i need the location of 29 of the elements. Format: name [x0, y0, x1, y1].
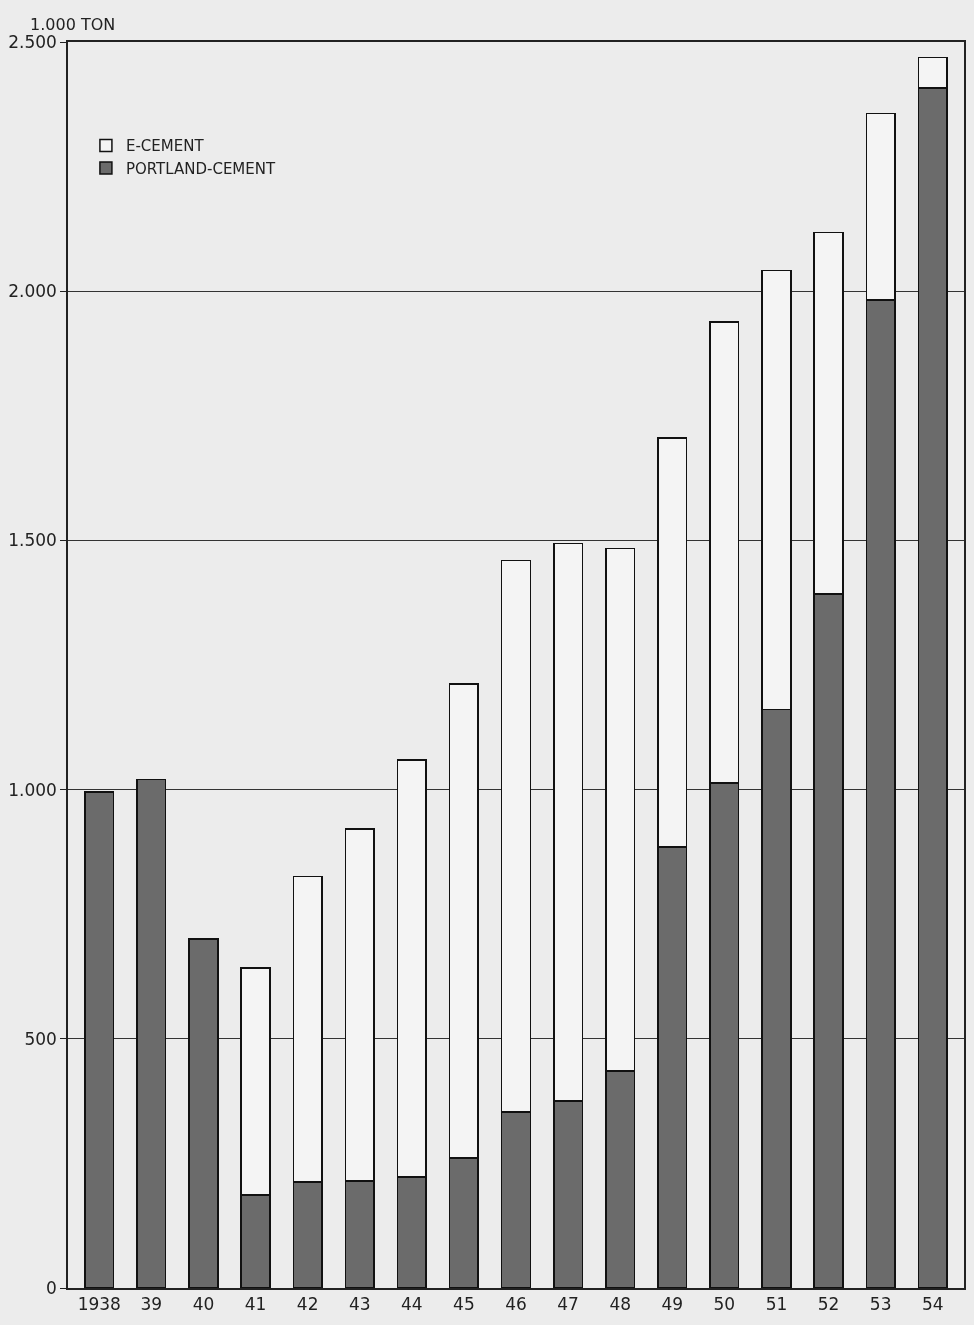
x-tick-label: 51: [765, 1294, 788, 1315]
x-tick-label: 44: [400, 1294, 423, 1315]
x-tick-label: 46: [505, 1294, 527, 1315]
x-tick-label: 54: [921, 1294, 944, 1315]
x-tick-label: 45: [453, 1294, 475, 1315]
x-tick-label: 39: [140, 1294, 163, 1315]
y-tick-label: 1.500: [8, 530, 57, 551]
x-tick-label: 43: [348, 1294, 371, 1315]
y-axis-title: 1.000 TON: [30, 15, 116, 34]
bar: [84, 791, 115, 1288]
x-tick-label: 53: [869, 1294, 892, 1315]
x-tick-label: 42: [296, 1294, 319, 1315]
y-tick-label: 2.000: [8, 281, 57, 302]
x-tick-label: 1938: [77, 1294, 121, 1315]
x-tick-label: 50: [713, 1294, 736, 1315]
x-tick-label: 40: [192, 1294, 215, 1315]
y-tick-label: 0: [46, 1277, 57, 1298]
legend-label: PORTLAND-CEMENT: [125, 159, 276, 178]
bar: [136, 778, 167, 1288]
x-tick-label: 49: [661, 1294, 684, 1315]
legend-label: E-CEMENT: [125, 137, 205, 156]
x-tick-label: 41: [244, 1294, 267, 1315]
bar: [188, 938, 219, 1288]
x-tick-label: 52: [817, 1294, 840, 1315]
x-tick-label: 47: [557, 1294, 579, 1315]
x-tick-label: 48: [609, 1294, 632, 1315]
y-tick-label: 1.000: [8, 779, 57, 800]
y-tick-label: 500: [24, 1028, 57, 1049]
y-tick-label: 2.500: [8, 31, 57, 52]
